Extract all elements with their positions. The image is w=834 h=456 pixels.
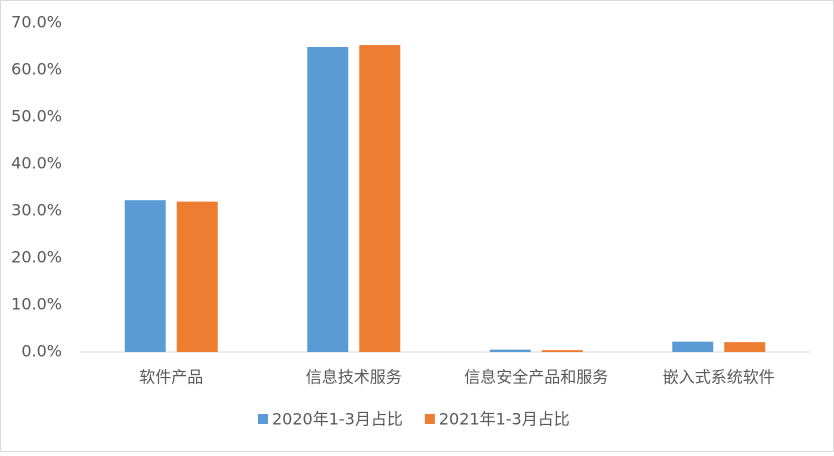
y-tick-label: 30.0%	[11, 201, 62, 220]
y-tick-label: 50.0%	[11, 107, 62, 126]
x-tick-label: 信息安全产品和服务	[464, 368, 608, 387]
bar	[724, 342, 766, 352]
legend-swatch	[424, 414, 435, 424]
y-tick-label: 0.0%	[21, 342, 62, 361]
y-tick-label: 40.0%	[11, 154, 62, 173]
legend-label: 2020年1-3月占比	[272, 410, 403, 429]
legend-swatch	[258, 414, 268, 424]
y-tick-label: 60.0%	[11, 60, 62, 79]
bar	[307, 46, 349, 352]
bar	[489, 349, 531, 352]
x-tick-label: 软件产品	[139, 368, 203, 387]
x-tick-label: 嵌入式系统软件	[663, 368, 775, 387]
bar	[359, 45, 401, 353]
legend-label: 2021年1-3月占比	[439, 410, 570, 429]
y-tick-label: 20.0%	[11, 248, 62, 267]
y-tick-label: 70.0%	[11, 13, 62, 32]
x-tick-label: 信息技术服务	[306, 368, 402, 387]
bar	[176, 201, 218, 352]
bar	[672, 341, 714, 352]
y-tick-label: 10.0%	[11, 295, 62, 314]
bar	[541, 350, 583, 352]
bar	[124, 200, 166, 352]
